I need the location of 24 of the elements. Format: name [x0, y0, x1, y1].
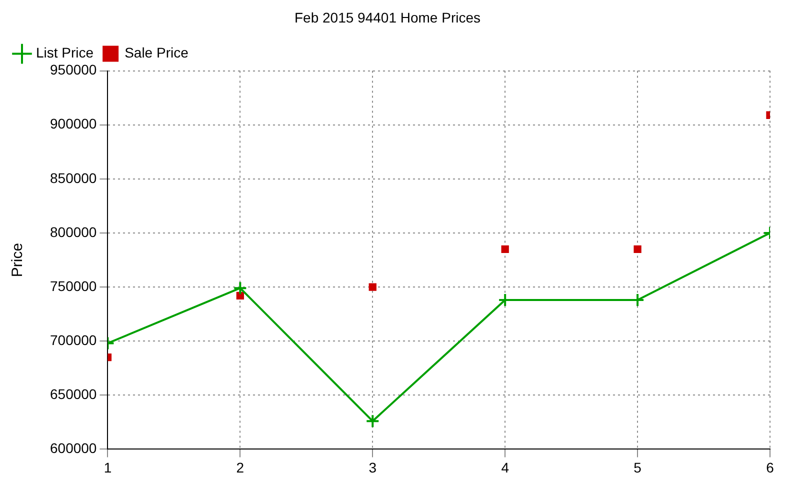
- point: [236, 292, 244, 300]
- legend-label: Sale Price: [124, 44, 189, 61]
- x-tick-label: 1: [104, 459, 112, 476]
- legend-label: List Price: [36, 44, 94, 61]
- point: [366, 414, 380, 428]
- y-tick-label: 800000: [50, 224, 97, 240]
- y-tick-label: 750000: [50, 278, 97, 294]
- y-tick-label: 950000: [50, 62, 97, 78]
- x-tick-label: 3: [368, 459, 377, 476]
- y-tick-label: 650000: [50, 386, 97, 402]
- y-tick-label: 600000: [50, 440, 97, 456]
- x-tick-label: 4: [501, 459, 510, 476]
- x-tick-label: 6: [766, 459, 774, 476]
- point: [233, 281, 248, 296]
- x-tick-label: 5: [634, 459, 642, 476]
- point: [501, 245, 509, 254]
- y-tick-label: 700000: [50, 332, 97, 348]
- chart-title: Feb 2015 94401 Home Prices: [294, 9, 480, 26]
- point: [368, 283, 376, 291]
- y-axis-title: Price: [9, 242, 26, 278]
- y-tick-label: 900000: [50, 116, 97, 132]
- point: [634, 245, 642, 254]
- y-tick-label: 850000: [50, 170, 97, 186]
- x-tick-label: 2: [236, 459, 244, 476]
